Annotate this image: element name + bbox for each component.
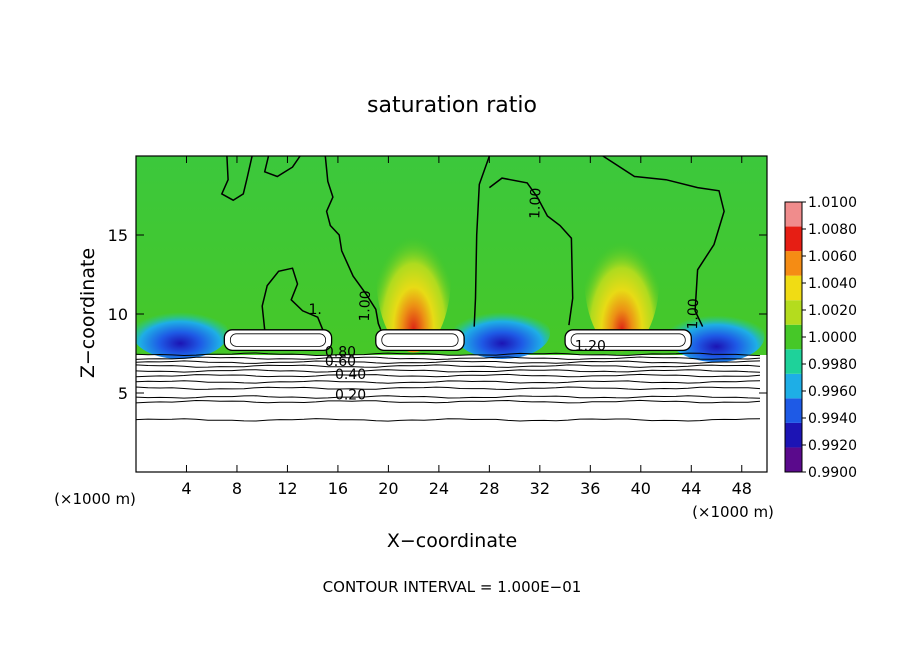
contour-line (136, 386, 761, 391)
contour-line (136, 380, 761, 384)
colorbar-tick-label: 0.9940 (808, 411, 857, 427)
moist-plume (376, 196, 452, 353)
contour-line (136, 418, 761, 422)
x-tick-label: 16 (328, 479, 348, 498)
contour-label: 0.60 (325, 354, 356, 370)
x-axis: 4 8 12 16 20 24 28 32 36 40 44 48 (181, 156, 752, 498)
colorbar-tick-label: 0.9920 (808, 438, 857, 454)
colorbar-swatch (785, 422, 802, 448)
contour-label: 1.20 (575, 338, 606, 354)
contour-line (136, 395, 761, 399)
colorbar-swatch (785, 251, 802, 276)
colorbar-tick-label: 0.9960 (808, 384, 857, 400)
y-tick-label: 15 (108, 226, 128, 245)
contour-line (473, 156, 491, 327)
cloud-region (564, 329, 692, 351)
cloud-region (223, 329, 333, 351)
colorbar-tick-label: 1.0060 (808, 249, 857, 265)
field-features (136, 196, 765, 363)
contour-line (488, 177, 574, 326)
moist-plume (584, 205, 660, 352)
x-tick-label: 20 (378, 479, 398, 498)
colorbar-tick-label: 1.0080 (808, 222, 857, 238)
plot-area (136, 156, 767, 472)
cloud-region (375, 329, 465, 351)
contour-lines (136, 156, 761, 422)
dry-pocket (668, 310, 765, 363)
contour-line (261, 267, 324, 331)
contour-line (324, 156, 382, 331)
x-tick-label: 4 (181, 479, 191, 498)
colorbar-swatch (785, 349, 802, 374)
colorbar-swatch (785, 398, 802, 423)
x-tick-label: 8 (232, 479, 242, 498)
x-tick-label: 40 (631, 479, 651, 498)
colorbar-swatch (785, 447, 802, 472)
x-tick-label: 48 (732, 479, 752, 498)
y-axis: 5 10 15 (108, 226, 767, 403)
contour-label: 1.00 (685, 298, 702, 330)
colorbar-swatch (785, 373, 802, 399)
contour-line (136, 399, 761, 404)
cloud-region-inner (570, 333, 686, 347)
contour-interval-note: CONTOUR INTERVAL = 1.000E−01 (323, 578, 582, 596)
colorbar-swatch (785, 226, 802, 252)
contour-line (263, 156, 301, 178)
y-tick-label: 10 (108, 305, 128, 324)
colorbar-tick-label: 1.0020 (808, 303, 857, 319)
colorbar-tick-label: 1.0040 (808, 276, 857, 292)
field-background (136, 156, 767, 355)
cloud-region-inner (381, 333, 459, 347)
contour-line (136, 369, 761, 373)
x-tick-label: 44 (681, 479, 701, 498)
x-axis-label: X−coordinate (387, 530, 517, 552)
x-unit-right: (×1000 m) (692, 503, 774, 521)
x-tick-label: 36 (580, 479, 600, 498)
contour-line (136, 352, 761, 357)
x-tick-label: 12 (277, 479, 297, 498)
colorbar-swatch (785, 324, 802, 350)
cloud-region-inner (229, 333, 327, 347)
contour-label: 0.40 (335, 367, 366, 383)
contour-line (136, 373, 761, 378)
colorbar-swatch (785, 275, 802, 301)
y-tick-label: 5 (118, 384, 128, 403)
contour-label: 1.00 (527, 187, 544, 219)
contour-line (602, 156, 725, 327)
colorbar-tick-label: 1.0100 (808, 195, 857, 211)
colorbar-tick-label: 0.9980 (808, 357, 857, 373)
contour-line (136, 356, 761, 361)
y-axis-label: Z−coordinate (77, 248, 99, 378)
dry-pocket (453, 306, 550, 359)
contour-line (220, 156, 253, 202)
colorbar-tick-label: 1.0000 (808, 330, 857, 346)
contour-labels: 1.00 1.00 1. 1.00 1.20 0.800.600.40 0.20 (309, 187, 703, 403)
contour-label: 0.80 (325, 345, 356, 361)
x-unit-left: (×1000 m) (54, 490, 136, 508)
colorbar-swatch (785, 202, 802, 227)
contour-label: 0.20 (335, 387, 366, 403)
colorbar-swatch (785, 300, 802, 325)
contour-line (136, 360, 761, 364)
contour-label: 1.00 (357, 290, 374, 322)
contour-label: 1. (309, 302, 322, 318)
colorbar-tick-label: 0.9900 (808, 465, 857, 481)
x-tick-label: 32 (530, 479, 550, 498)
dry-pocket (136, 306, 229, 359)
chart-title: saturation ratio (367, 93, 537, 118)
colorbar: 0.9900 0.9920 0.9940 0.9960 0.9980 1.0000 1.00… (784, 195, 857, 481)
x-tick-label: 24 (429, 479, 449, 498)
contour-line (136, 364, 761, 368)
x-tick-label: 28 (479, 479, 499, 498)
